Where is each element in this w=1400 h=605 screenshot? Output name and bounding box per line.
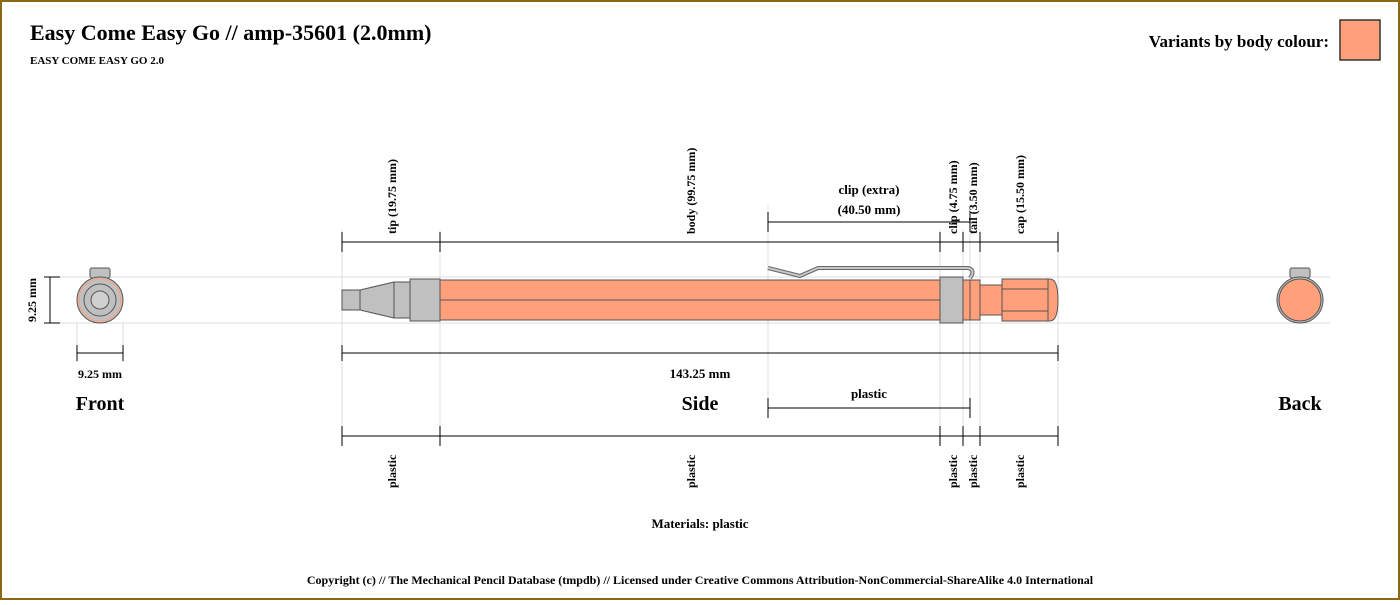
- extra-clip-dimension-line: [767, 212, 971, 232]
- cap-neck: [979, 284, 1003, 316]
- clip-ring: [939, 276, 964, 324]
- clip-wire-highlight: [767, 267, 974, 279]
- front-vertical-dimension: [44, 276, 60, 324]
- side-view-label: Side: [682, 393, 719, 415]
- part-label-body: body (99.75 mm): [684, 148, 698, 234]
- part-dimension-line: [341, 232, 1059, 252]
- back-cap-circle: [1278, 278, 1322, 322]
- materials-summary: Materials: plastic: [651, 516, 748, 531]
- tip-collar: [393, 281, 411, 319]
- variants-label: Variants by body colour:: [1149, 32, 1329, 51]
- cap-head: [1001, 278, 1059, 322]
- front-diameter-vertical-label: 9.25 mm: [25, 278, 39, 322]
- material-label-body: plastic: [684, 454, 698, 488]
- pencil-side: [341, 266, 1059, 324]
- pencil-tail: [962, 279, 981, 321]
- part-label-clip: clip (4.75 mm): [946, 160, 960, 234]
- total-length-label: 143.25 mm: [670, 366, 731, 381]
- front-view-label: Front: [76, 393, 125, 415]
- back-view-label: Back: [1278, 393, 1322, 415]
- extra-clip-material: plastic: [851, 386, 887, 401]
- part-label-cap: cap (15.50 mm): [1013, 155, 1027, 234]
- front-lead-circle: [90, 290, 110, 310]
- part-label-tip: tip (19.75 mm): [385, 159, 399, 234]
- extra-clip-length-label: (40.50 mm): [838, 202, 901, 217]
- back-view: [1276, 267, 1324, 324]
- front-body-ring: [78, 278, 122, 322]
- copyright-notice: Copyright (c) // The Mechanical Pencil D…: [307, 573, 1094, 587]
- material-dimension-line: [341, 426, 1059, 446]
- lead-sleeve: [341, 289, 361, 311]
- front-diameter-horizontal-label: 9.25 mm: [78, 367, 122, 381]
- front-view: [76, 267, 124, 324]
- extra-clip-material-line: [767, 398, 971, 418]
- front-horizontal-dimension: [76, 345, 124, 361]
- material-label-tail: plastic: [966, 454, 980, 488]
- tip-grip: [409, 278, 441, 322]
- page-title: Easy Come Easy Go // amp-35601 (2.0mm): [30, 20, 431, 45]
- page-subtitle: EASY COME EASY GO 2.0: [30, 55, 164, 67]
- material-label-cap: plastic: [1013, 454, 1027, 488]
- variant-swatch[interactable]: [1339, 19, 1381, 61]
- total-length-dimension: [341, 345, 1059, 361]
- guide-lines: [45, 205, 1330, 445]
- material-label-clip: plastic: [946, 454, 960, 488]
- material-label-tip: plastic: [385, 454, 399, 488]
- extra-clip-label: clip (extra): [838, 182, 899, 197]
- part-label-tail: tail (3.50 mm): [966, 162, 980, 234]
